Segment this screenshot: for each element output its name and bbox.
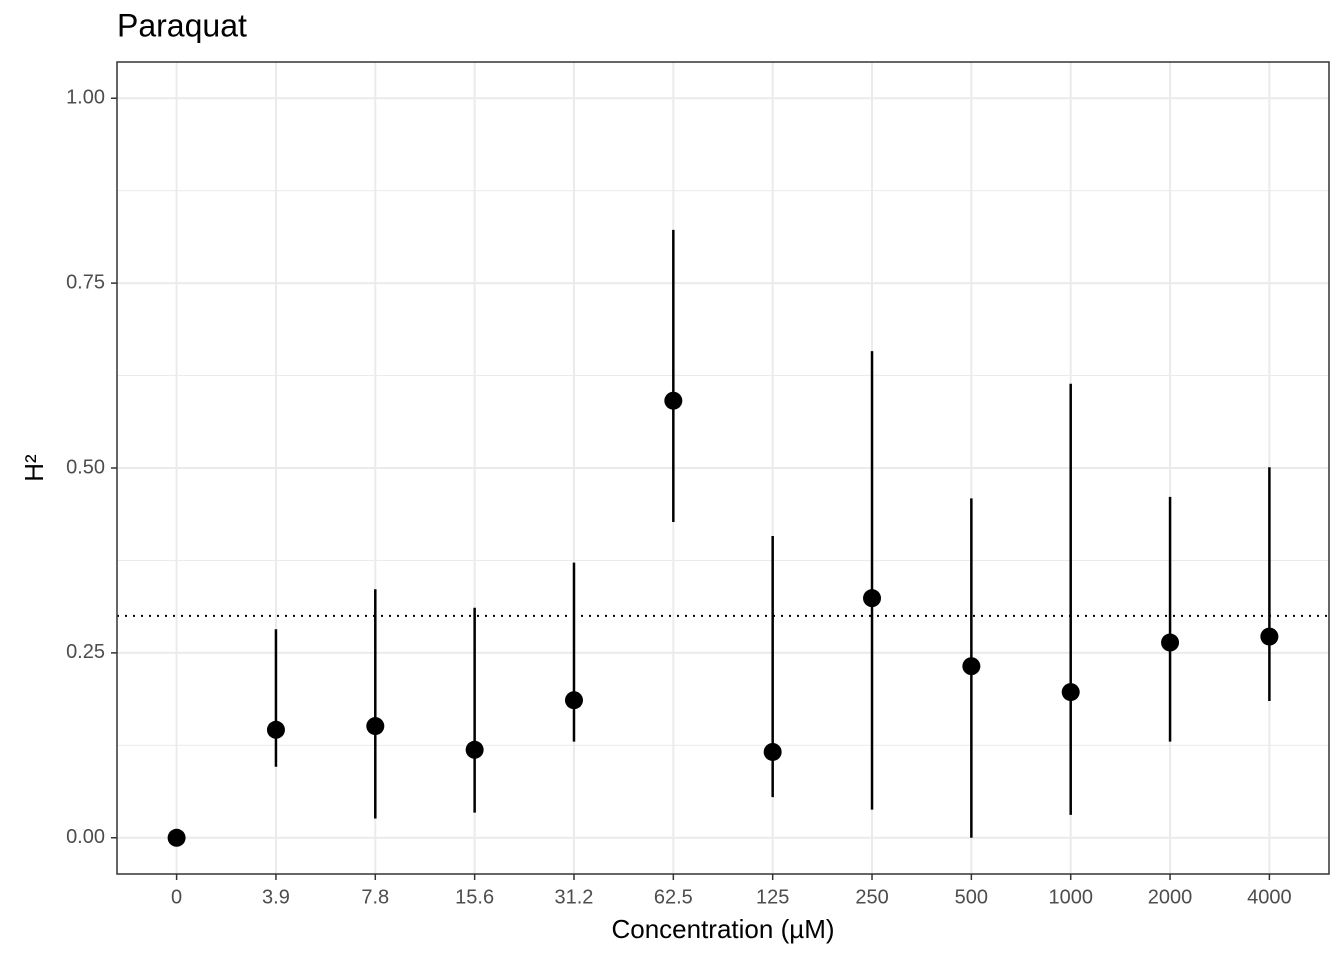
y-tick-label: 0.75 (66, 271, 105, 293)
x-tick-label: 250 (855, 886, 888, 908)
point (962, 657, 981, 676)
x-tick-label: 0 (171, 886, 182, 908)
point (167, 828, 186, 847)
chart-title: Paraquat (117, 7, 247, 43)
y-tick-label: 0.25 (66, 641, 105, 663)
x-axis-title: Concentration (µM) (611, 914, 834, 944)
y-tick-label: 1.00 (66, 87, 105, 109)
point (1161, 633, 1180, 652)
point (1061, 683, 1080, 702)
point (366, 717, 385, 736)
x-tick-label: 4000 (1247, 886, 1292, 908)
x-tick-label: 2000 (1148, 886, 1193, 908)
point (1260, 627, 1279, 646)
y-tick-label: 0.00 (66, 826, 105, 848)
point (863, 589, 882, 608)
x-tick-label: 500 (955, 886, 988, 908)
x-tick-label: 7.8 (361, 886, 389, 908)
x-tick-label: 125 (756, 886, 789, 908)
point (664, 391, 683, 410)
y-tick-label: 0.50 (66, 456, 105, 478)
y-axis-title: H² (19, 454, 49, 482)
x-tick-label: 31.2 (555, 886, 594, 908)
panel-border (116, 61, 1330, 875)
x-tick-label: 62.5 (654, 886, 693, 908)
x-tick-label: 15.6 (455, 886, 494, 908)
point (465, 740, 484, 759)
x-tick-label: 3.9 (262, 886, 290, 908)
x-tick-label: 1000 (1048, 886, 1093, 908)
point (564, 691, 583, 710)
point (266, 720, 285, 739)
point (763, 742, 782, 761)
